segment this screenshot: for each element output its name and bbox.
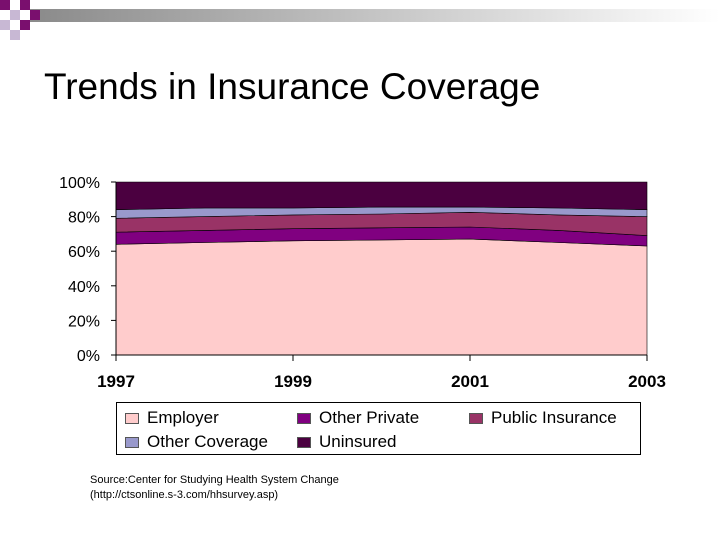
x-tick-label: 1997	[97, 372, 135, 391]
y-tick-label: 100%	[59, 175, 100, 192]
source-line-1: Source:Center for Studying Health System…	[90, 474, 339, 486]
area-employer	[115, 238, 648, 356]
legend-label-other-private: Other Private	[319, 408, 420, 427]
legend-item-uninsured: Uninsured	[297, 432, 397, 452]
x-tick-label: 1999	[274, 372, 312, 391]
legend-swatch-uninsured	[297, 436, 311, 448]
x-tick-label: 2003	[628, 372, 666, 391]
legend-item-other-private: Other Private	[297, 408, 419, 428]
legend-label-uninsured: Uninsured	[319, 432, 397, 451]
source-citation: Source:Center for Studying Health System…	[90, 473, 339, 503]
x-tick-label: 2001	[451, 372, 489, 391]
legend-swatch-other-private	[297, 412, 311, 424]
slide-title: Trends in Insurance Coverage	[44, 66, 541, 107]
decorative-header-pattern	[0, 0, 720, 40]
legend-item-public-insurance: Public Insurance	[469, 408, 617, 428]
y-tick-label: 40%	[68, 279, 100, 296]
legend-swatch-public-insurance	[469, 412, 483, 424]
legend-item-employer: Employer	[125, 408, 219, 428]
area-uninsured	[115, 181, 648, 211]
legend-swatch-employer	[125, 412, 139, 424]
legend-item-other-coverage: Other Coverage	[125, 432, 268, 452]
chart-legend: Employer Other Private Public Insurance …	[116, 402, 641, 455]
legend-label-other-coverage: Other Coverage	[147, 432, 268, 451]
legend-swatch-other-coverage	[125, 436, 139, 448]
source-line-2: (http://ctsonline.s-3.com/hhsurvey.asp)	[90, 489, 279, 501]
legend-label-employer: Employer	[147, 408, 219, 427]
y-tick-label: 0%	[77, 348, 100, 365]
legend-label-public-insurance: Public Insurance	[491, 408, 617, 427]
y-tick-label: 80%	[68, 210, 100, 227]
stacked-area-chart: 0% 20% 40% 60% 80% 100% 1997 1999 2001 2003	[59, 175, 666, 391]
y-tick-label: 60%	[68, 244, 100, 261]
y-tick-label: 20%	[68, 313, 100, 330]
